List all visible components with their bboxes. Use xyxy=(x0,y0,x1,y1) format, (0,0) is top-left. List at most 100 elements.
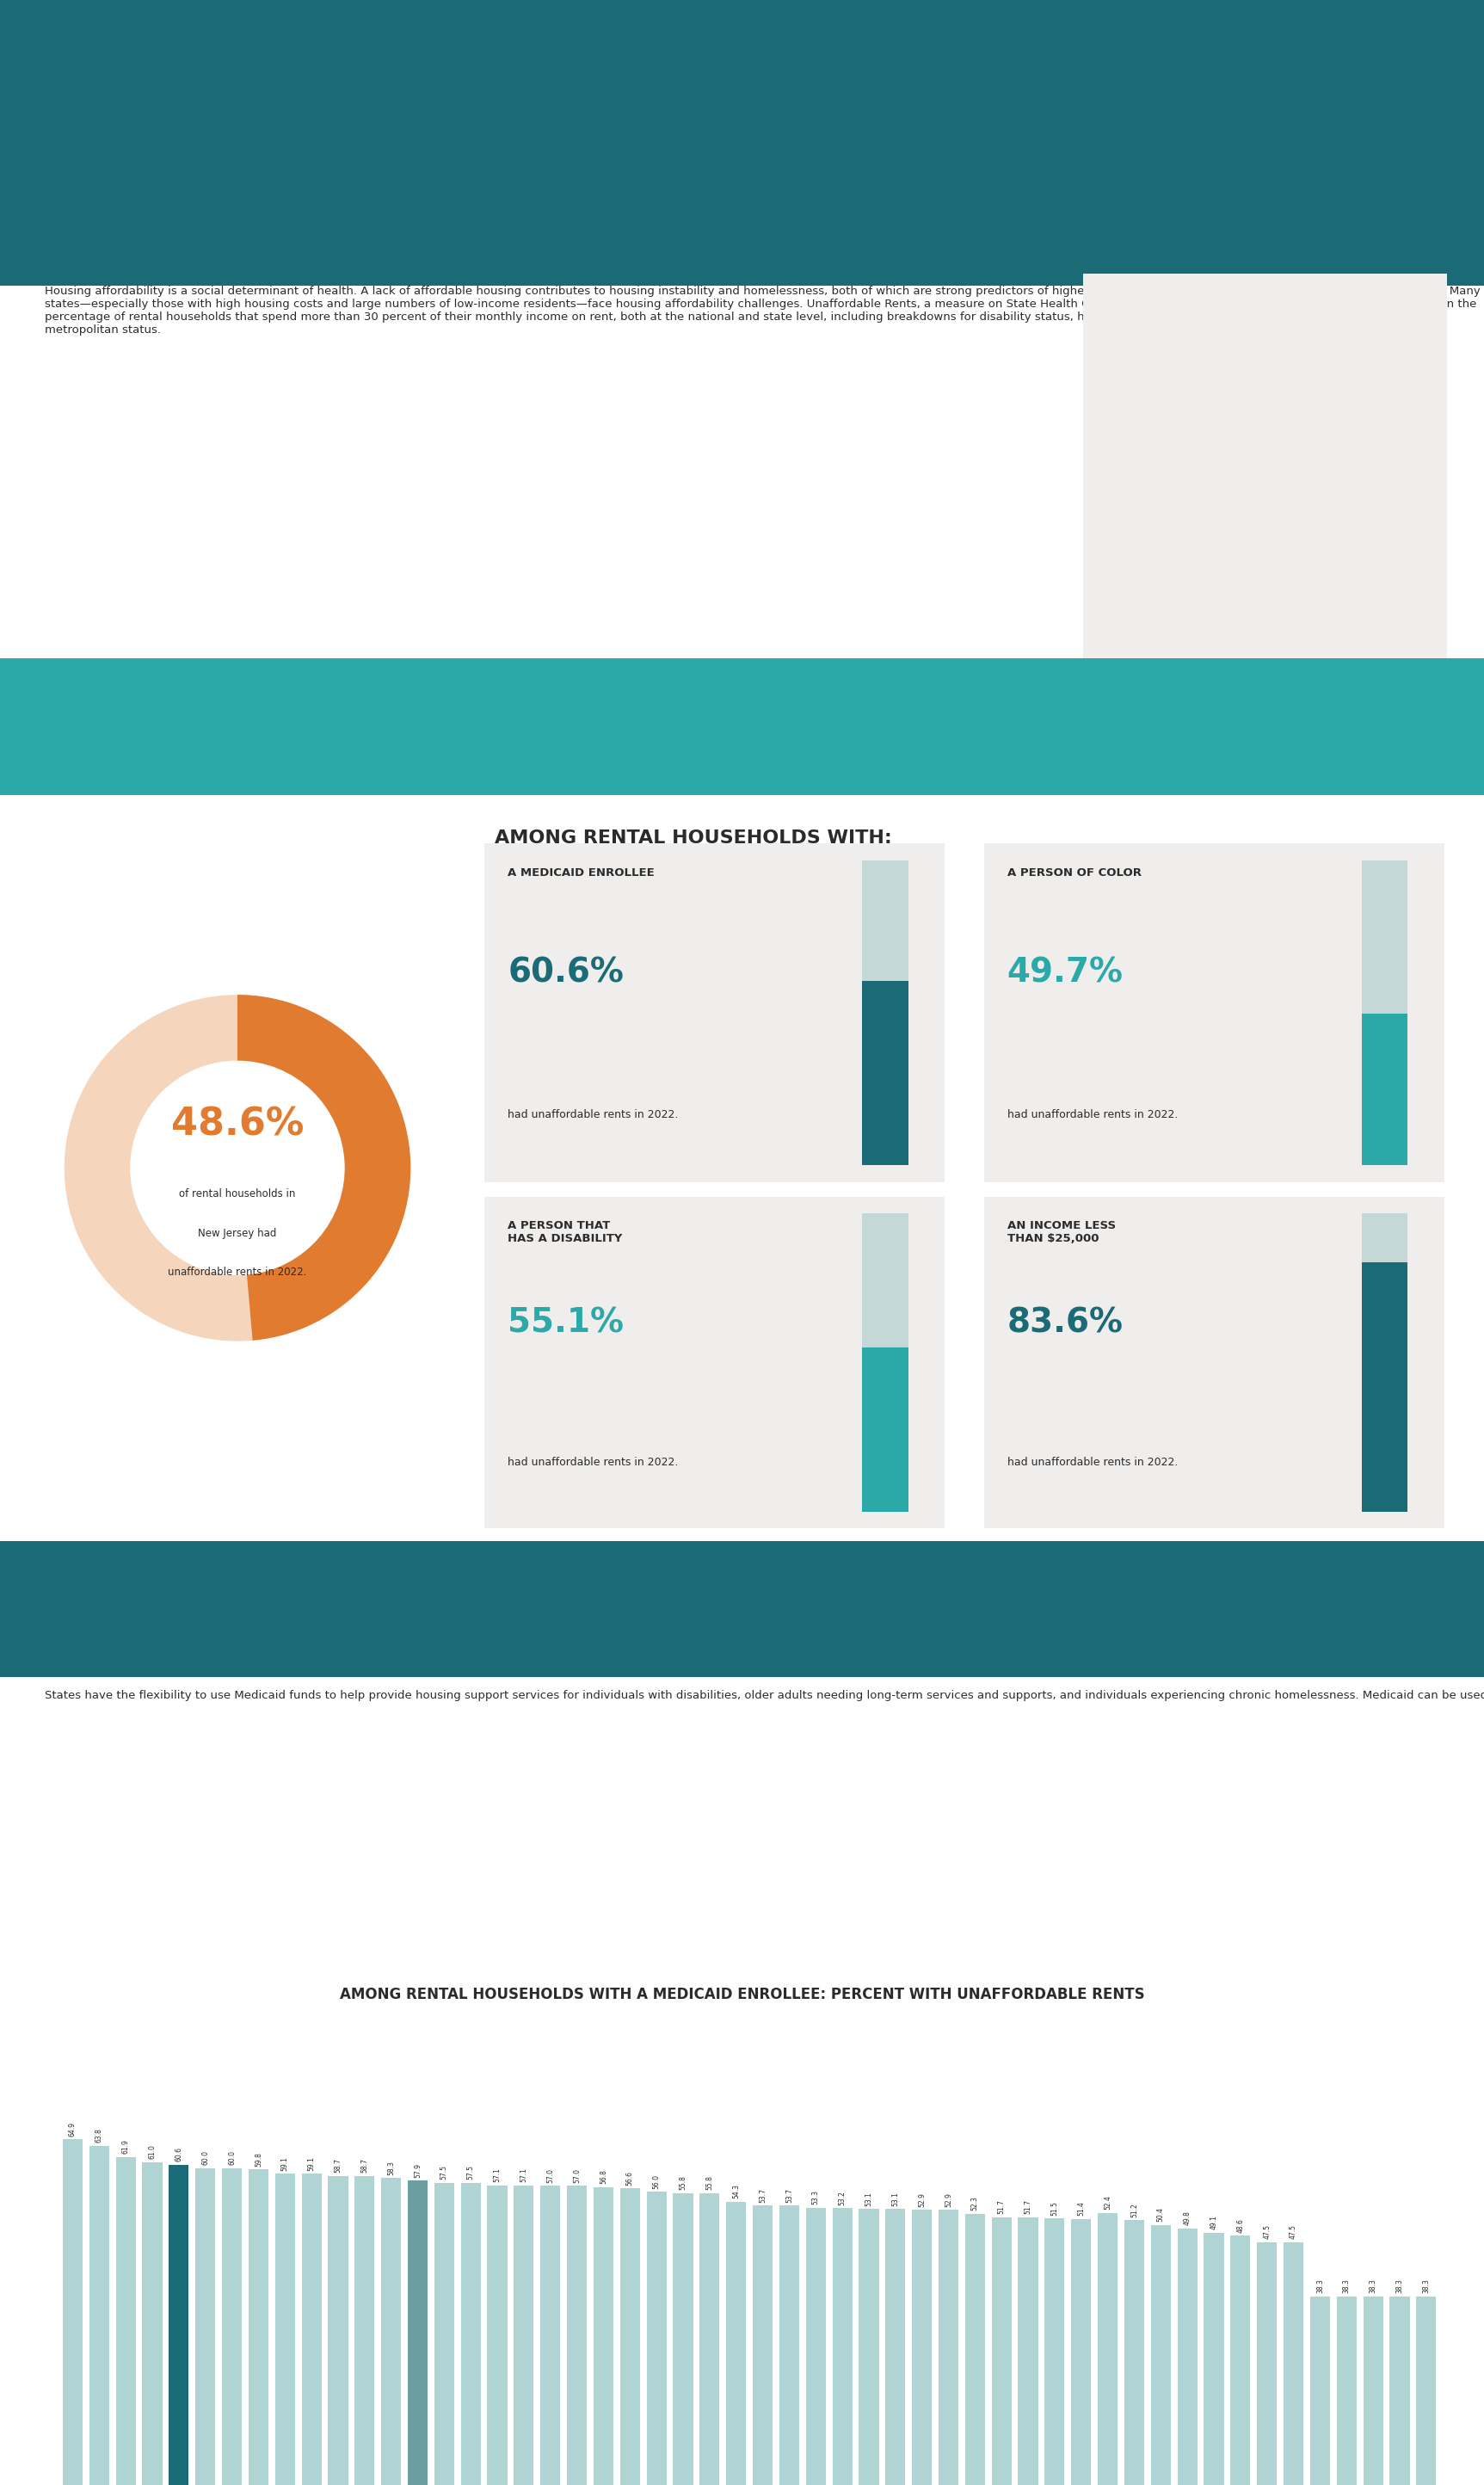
Bar xyxy=(620,2189,640,2485)
Bar xyxy=(726,2202,746,2485)
Text: 57.5: 57.5 xyxy=(467,2164,475,2179)
Text: 55.1%: 55.1% xyxy=(508,1307,623,1339)
Text: 53.7: 53.7 xyxy=(758,2187,767,2202)
Bar xyxy=(1337,2296,1356,2485)
Bar xyxy=(859,2209,879,2485)
Bar xyxy=(275,2174,295,2485)
Text: 52.4: 52.4 xyxy=(1104,2197,1112,2209)
Text: 57.9: 57.9 xyxy=(414,2162,421,2177)
Text: unaffordable rents in 2022.: unaffordable rents in 2022. xyxy=(168,1267,307,1277)
FancyBboxPatch shape xyxy=(862,860,908,1165)
Bar xyxy=(89,2145,110,2485)
Bar xyxy=(1364,2296,1383,2485)
Bar xyxy=(674,2192,693,2485)
Text: 51.4: 51.4 xyxy=(1077,2202,1085,2217)
Text: 38.3: 38.3 xyxy=(1396,2279,1404,2294)
Text: 55.8: 55.8 xyxy=(680,2174,687,2189)
Bar xyxy=(1018,2217,1037,2485)
Bar xyxy=(1177,2229,1198,2485)
Text: 59.8: 59.8 xyxy=(255,2152,263,2167)
Text: 61.0: 61.0 xyxy=(148,2145,156,2159)
Bar xyxy=(913,2209,932,2485)
Text: AMONG RENTAL HOUSEHOLDS WITH A MEDICAID ENROLLEE: PERCENT WITH UNAFFORDABLE RENT: AMONG RENTAL HOUSEHOLDS WITH A MEDICAID … xyxy=(340,1986,1144,2003)
Bar xyxy=(1389,2296,1410,2485)
Text: 52.3: 52.3 xyxy=(971,2197,979,2212)
Text: A PERSON OF COLOR: A PERSON OF COLOR xyxy=(1008,867,1141,880)
Text: 54.3: 54.3 xyxy=(732,2184,741,2199)
Text: NJ: NJ xyxy=(45,127,82,157)
Text: 47.5: 47.5 xyxy=(1263,2224,1270,2239)
Text: 50.4: 50.4 xyxy=(1158,2207,1165,2222)
Text: 53.1: 53.1 xyxy=(865,2192,873,2207)
Bar xyxy=(567,2187,586,2485)
FancyBboxPatch shape xyxy=(485,1198,945,1528)
Text: had unaffordable rents in 2022.: had unaffordable rents in 2022. xyxy=(1008,1456,1178,1469)
Bar xyxy=(699,2192,720,2485)
Text: 47.5: 47.5 xyxy=(1290,2224,1297,2239)
Text: 56.8: 56.8 xyxy=(600,2169,607,2184)
Bar xyxy=(223,2167,242,2485)
Text: 51.7: 51.7 xyxy=(1024,2199,1031,2214)
Text: 61.9: 61.9 xyxy=(122,2140,129,2154)
Bar xyxy=(62,2140,83,2485)
Bar xyxy=(1152,2224,1171,2485)
FancyBboxPatch shape xyxy=(862,982,908,1165)
Bar xyxy=(779,2204,800,2485)
Bar xyxy=(513,2184,534,2485)
Text: 59.1: 59.1 xyxy=(307,2157,316,2169)
Text: 57.1: 57.1 xyxy=(493,2167,502,2182)
Text: 38.3: 38.3 xyxy=(1370,2279,1377,2294)
Text: 53.1: 53.1 xyxy=(892,2192,899,2207)
Text: 58.3: 58.3 xyxy=(387,2162,395,2174)
FancyBboxPatch shape xyxy=(1362,1262,1408,1511)
Bar xyxy=(408,2179,427,2485)
Bar xyxy=(328,2177,347,2485)
Bar xyxy=(142,2162,162,2485)
Text: States have the flexibility to use Medicaid funds to help provide housing suppor: States have the flexibility to use Medic… xyxy=(45,1690,1484,1702)
Text: 55.8: 55.8 xyxy=(706,2174,714,2189)
Text: AMONG RENTAL HOUSEHOLDS WITH:: AMONG RENTAL HOUSEHOLDS WITH: xyxy=(494,830,892,847)
Bar xyxy=(1230,2236,1251,2485)
Text: 60.0: 60.0 xyxy=(202,2150,209,2164)
Ellipse shape xyxy=(21,12,105,281)
Text: 48.6: 48.6 xyxy=(1236,2219,1244,2232)
Text: 60.6%: 60.6% xyxy=(508,957,623,989)
Text: 38.3: 38.3 xyxy=(1316,2279,1324,2294)
Text: 57.1: 57.1 xyxy=(519,2167,528,2182)
Text: 51.5: 51.5 xyxy=(1051,2202,1058,2217)
Bar xyxy=(487,2184,508,2485)
Text: 49.7%: 49.7% xyxy=(1008,957,1123,989)
Bar xyxy=(540,2187,561,2485)
Text: USING MEDICAID TO ADDRESS HOUSING INSTABILITY AT THE STATE LEVEL: USING MEDICAID TO ADDRESS HOUSING INSTAB… xyxy=(295,1598,1189,1620)
Text: 53.3: 53.3 xyxy=(812,2189,819,2204)
Text: AN INCOME LESS
THAN $25,000: AN INCOME LESS THAN $25,000 xyxy=(1008,1220,1116,1245)
Bar xyxy=(435,2182,454,2485)
Text: 60.0: 60.0 xyxy=(229,2150,236,2164)
Text: 57.5: 57.5 xyxy=(441,2164,448,2179)
Text: of rental households in: of rental households in xyxy=(180,1188,295,1200)
Text: 59.1: 59.1 xyxy=(280,2157,289,2169)
Text: Housing affordability is a social determinant of health. A lack of affordable ho: Housing affordability is a social determ… xyxy=(45,286,1480,335)
Text: 48.6%: 48.6% xyxy=(171,1106,304,1143)
Bar xyxy=(1416,2296,1437,2485)
Wedge shape xyxy=(64,994,411,1342)
Text: 51.7: 51.7 xyxy=(997,2199,1006,2214)
Text: 52.9: 52.9 xyxy=(919,2192,926,2207)
FancyBboxPatch shape xyxy=(1362,1213,1408,1511)
Bar xyxy=(1045,2219,1064,2485)
FancyBboxPatch shape xyxy=(984,1198,1444,1528)
Text: New Jersey had: New Jersey had xyxy=(199,1228,276,1240)
Bar xyxy=(965,2214,985,2485)
Text: 63.8: 63.8 xyxy=(95,2127,102,2142)
Text: 56.0: 56.0 xyxy=(653,2174,660,2189)
Bar xyxy=(1125,2219,1144,2485)
Bar xyxy=(1310,2296,1330,2485)
Bar xyxy=(248,2169,269,2485)
Bar xyxy=(886,2209,905,2485)
FancyBboxPatch shape xyxy=(862,1347,908,1511)
Text: 49.1: 49.1 xyxy=(1209,2214,1218,2229)
Bar xyxy=(1257,2241,1276,2485)
Text: 53.2: 53.2 xyxy=(838,2192,846,2204)
Bar xyxy=(752,2204,773,2485)
FancyBboxPatch shape xyxy=(485,845,945,1183)
